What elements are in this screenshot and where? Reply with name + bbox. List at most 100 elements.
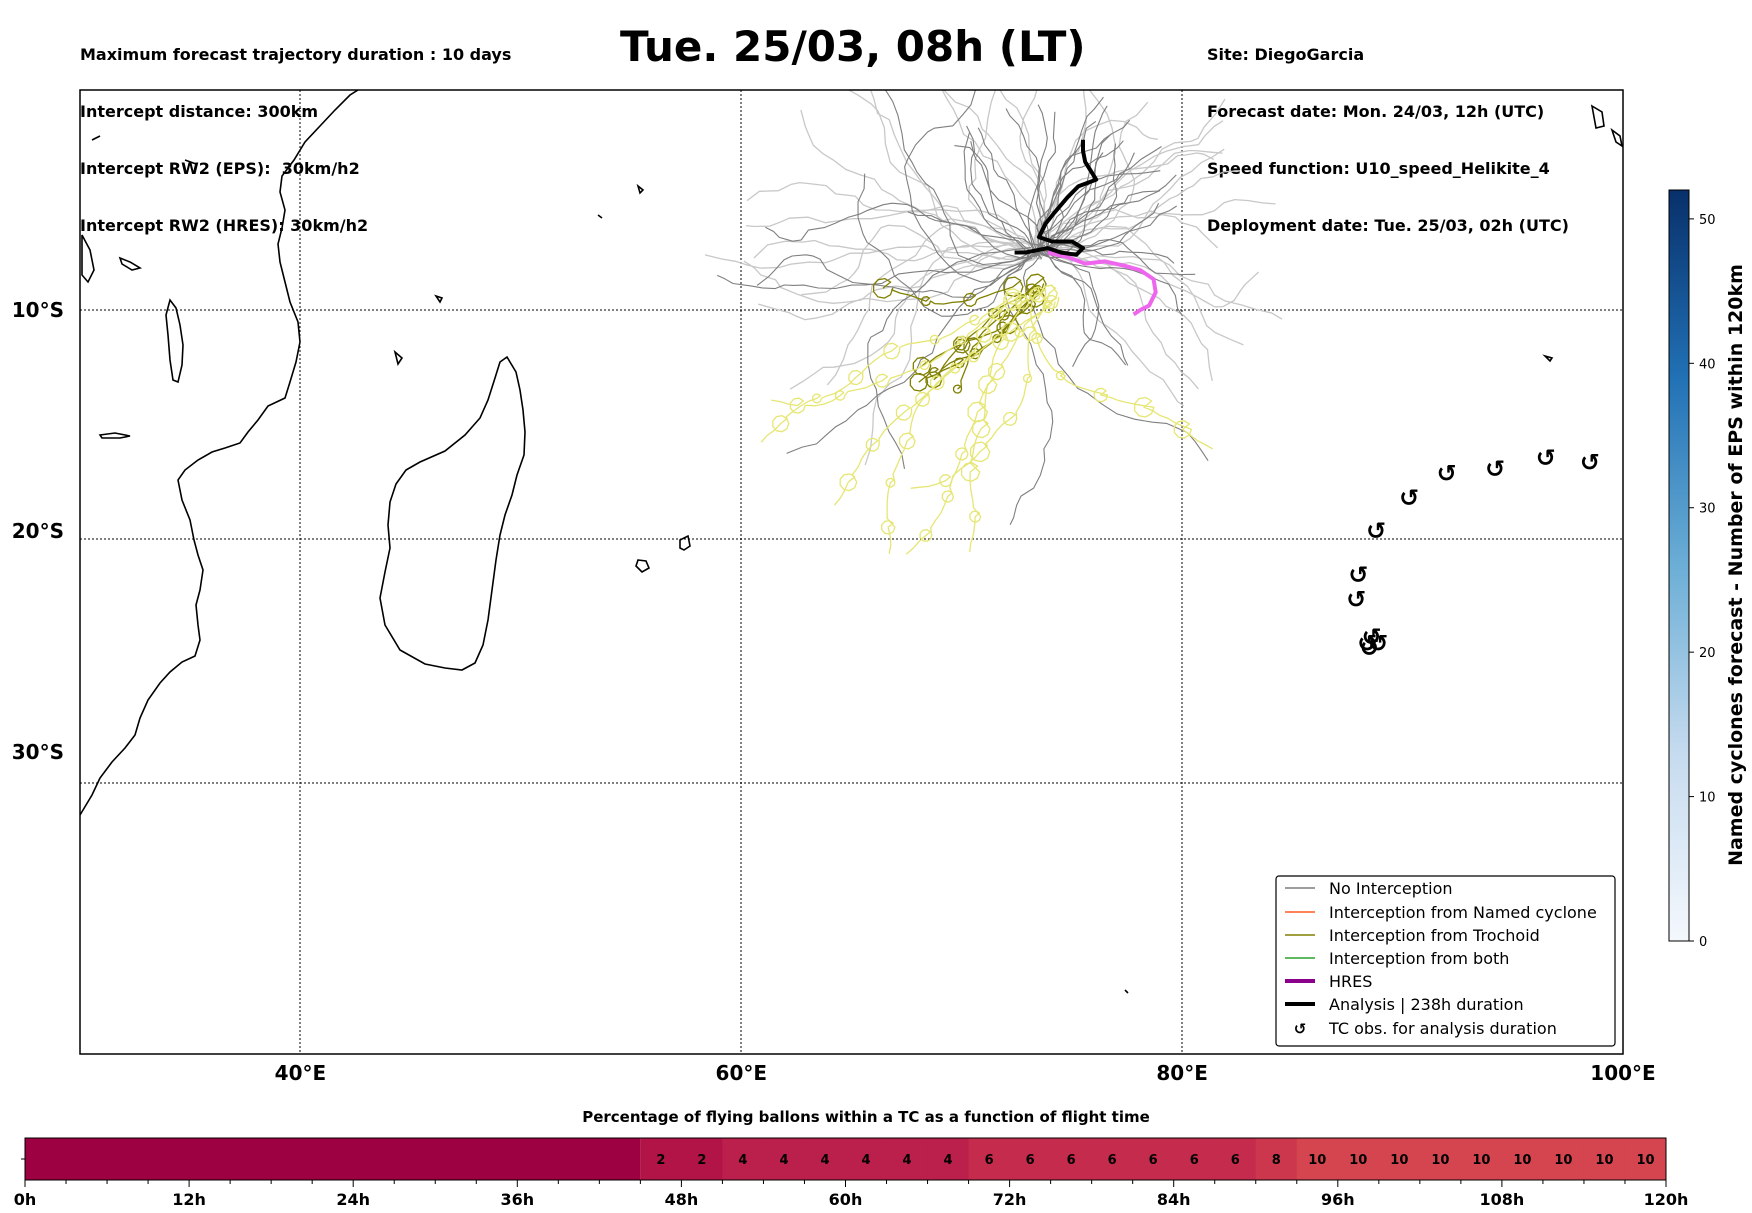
cyclone-marker-icon: ↺: [1294, 1020, 1307, 1038]
legend-label: No Interception: [1329, 879, 1453, 898]
eps-member-track: [1033, 202, 1160, 258]
time-bar-ticks: 0h 12h 24h 36h 48h 60h 72h 84h 96h 108h 120h: [14, 1180, 1689, 1209]
trochoid-track: [912, 287, 1046, 376]
track-layer: [1014, 139, 1158, 317]
trochoid-track: [952, 273, 1047, 394]
eps-member-track: [1041, 98, 1226, 248]
time-bar-title: Percentage of flying ballons within a TC…: [582, 1108, 1150, 1126]
eps-member-track: [789, 241, 1037, 390]
header-line: Intercept RW2 (EPS): 30km/h2: [80, 159, 360, 178]
eps-member-track: [800, 109, 1032, 256]
header-right: Site: DiegoGarcia Forecast date: Mon. 24…: [1207, 7, 1569, 254]
header-left: Maximum forecast trajectory duration : 1…: [80, 7, 511, 254]
trochoid-track: [881, 291, 1023, 555]
time-bar-value: 10: [1513, 1153, 1531, 1168]
time-bar-cell: [681, 1138, 723, 1180]
header-line: Forecast date: Mon. 24/03, 12h (UTC): [1207, 102, 1545, 121]
trochoid-track: [771, 286, 1047, 414]
eps-member-track: [941, 90, 1037, 249]
legend-label: Interception from Named cyclone: [1329, 903, 1597, 922]
time-bar-cell: [1296, 1138, 1339, 1180]
colorbar-tick-label: 40: [1699, 357, 1716, 372]
eps-member-track: [1034, 149, 1223, 252]
island: [91, 135, 101, 141]
legend-label: Interception from Trochoid: [1329, 926, 1540, 945]
eps-member-track: [1041, 225, 1244, 346]
eps-member-track: [977, 127, 1037, 253]
analysis-track: [1014, 139, 1099, 257]
eps-member-track: [1043, 251, 1127, 366]
time-bar: Percentage of flying ballons within a TC…: [14, 1108, 1689, 1209]
eps-member-track: [968, 90, 1030, 256]
time-bar-value: 4: [738, 1153, 747, 1168]
eps-member-track: [1033, 244, 1175, 264]
lon-tick-label: 80°E: [1156, 1061, 1208, 1085]
tc-obs-layer: ↺↺↺↺↺↺↺↺↺↺↺↺: [1346, 444, 1600, 662]
time-bar-tick-label: 84h: [1157, 1190, 1191, 1209]
eps-member-track: [999, 90, 1047, 250]
island: [1542, 354, 1554, 363]
colorbar-fill: [1668, 189, 1690, 942]
time-bar-value: 10: [1554, 1153, 1572, 1168]
time-bar-tick-label: 0h: [14, 1190, 37, 1209]
time-bar-cell: [722, 1138, 764, 1180]
eps-member-track: [765, 202, 1032, 259]
lat-tick-label: 20°S: [12, 519, 64, 543]
trochoid-track: [872, 276, 1024, 307]
eps-member-track: [1047, 198, 1276, 254]
trajectory-layer: [704, 90, 1283, 555]
eps-member-track: [1005, 108, 1042, 260]
island: [597, 214, 603, 219]
cyclone-marker-icon: ↺: [1580, 448, 1600, 476]
colorbar-tick-label: 0: [1699, 935, 1707, 950]
time-bar-cell: [1173, 1138, 1216, 1180]
cyclone-marker-icon: ↺: [1366, 517, 1386, 545]
cyclone-marker-icon: ↺: [1359, 634, 1379, 662]
eps-member-track: [884, 90, 1042, 266]
header-line: Intercept RW2 (HRES): 30km/h2: [80, 216, 369, 235]
eps-member-track: [1041, 245, 1100, 367]
lon-tick-label: 40°E: [275, 1061, 327, 1085]
eps-member-track: [1033, 90, 1117, 257]
island: [118, 256, 143, 271]
eps-member-track: [1035, 245, 1185, 407]
legend-label: Interception from both: [1329, 949, 1509, 968]
eps-member-track: [904, 90, 1031, 283]
cyclone-marker-icon: ↺: [1437, 460, 1457, 488]
africa-coastline: [80, 90, 359, 816]
time-bar-value: 2: [697, 1153, 706, 1168]
cyclone-marker-icon: ↺: [1357, 630, 1377, 658]
map-frame: [79, 89, 1624, 1055]
legend-label: TC obs. for analysis duration: [1328, 1019, 1557, 1038]
time-bar-value: 10: [1349, 1153, 1367, 1168]
time-bar-tick-label: 36h: [500, 1190, 534, 1209]
eps-member-track: [1022, 256, 1209, 462]
time-bar-cell: [1009, 1138, 1052, 1180]
header-line: Intercept distance: 300km: [80, 102, 319, 121]
eps-member-track: [869, 90, 1047, 257]
time-bar-cell: [1091, 1138, 1134, 1180]
time-bar-cell: [1050, 1138, 1093, 1180]
cyclone-marker-icon: ↺: [1346, 586, 1366, 614]
time-bar-value: 6: [1190, 1153, 1199, 1168]
time-bar-cell: [1501, 1138, 1544, 1180]
lat-tick-label: 10°S: [12, 298, 64, 322]
time-bar-tick-label: 108h: [1480, 1190, 1525, 1209]
eps-member-track: [1037, 119, 1131, 251]
time-bar-tick-label: 24h: [336, 1190, 370, 1209]
lon-tick-label: 60°E: [716, 1061, 768, 1085]
island: [98, 432, 131, 439]
time-bar-cell: [1255, 1138, 1298, 1180]
time-bar-cell: [640, 1138, 682, 1180]
cyclone-marker-icon: ↺: [1362, 623, 1382, 651]
eps-member-track: [1040, 146, 1162, 248]
legend: No Interception Interception from Named …: [1275, 875, 1616, 1047]
cyclone-marker-icon: ↺: [1368, 630, 1388, 658]
eps-member-track: [716, 250, 1046, 290]
time-bar-value: 4: [820, 1153, 829, 1168]
time-bar-tick-label: 72h: [993, 1190, 1027, 1209]
eps-member-track: [867, 247, 1032, 469]
time-bar-tick-label: 120h: [1644, 1190, 1689, 1209]
header-line: Speed function: U10_speed_Helikite_4: [1207, 159, 1550, 178]
gridlines: [80, 90, 1623, 1054]
